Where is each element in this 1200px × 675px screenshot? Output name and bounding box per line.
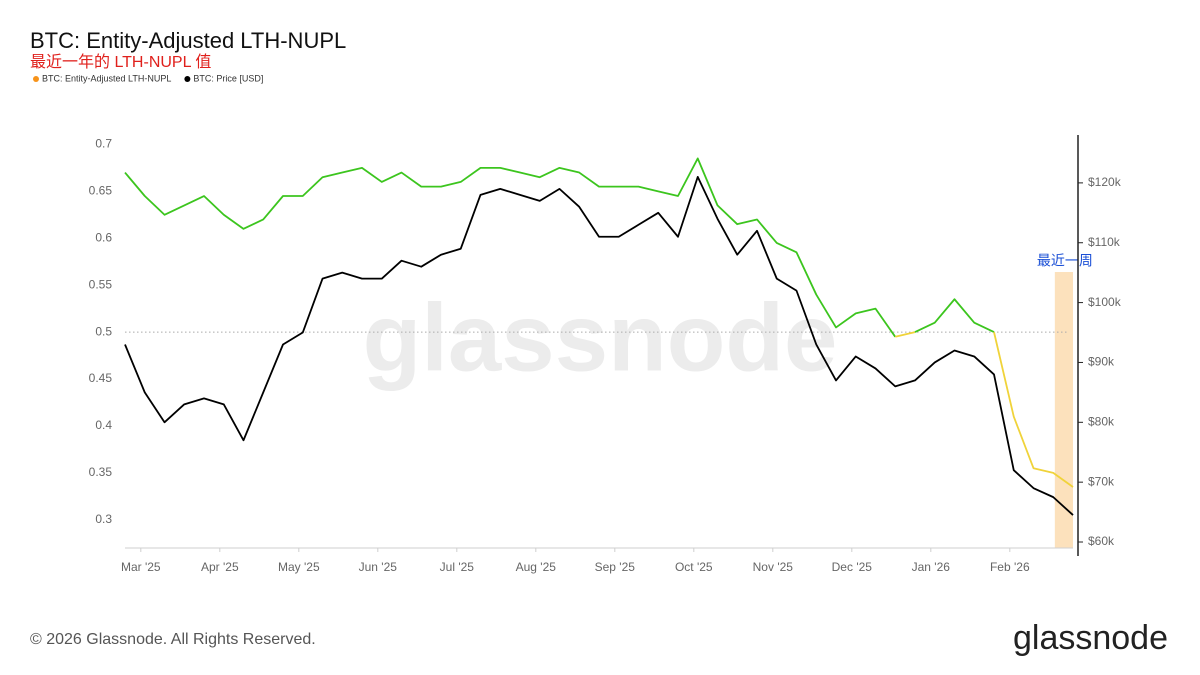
y-tick-label: 0.6 — [95, 230, 112, 244]
x-tick-label: Feb '26 — [990, 560, 1030, 574]
chart-title: BTC: Entity-Adjusted LTH-NUPL — [30, 28, 346, 53]
legend-label: BTC: Price [USD] — [193, 73, 263, 83]
y2-tick-label: $80k — [1088, 414, 1115, 428]
legend-label: BTC: Entity-Adjusted LTH-NUPL — [42, 73, 171, 83]
y-tick-label: 0.65 — [89, 183, 113, 197]
x-tick-label: Jan '26 — [912, 560, 951, 574]
x-tick-label: Oct '25 — [675, 560, 713, 574]
x-tick-label: Sep '25 — [595, 560, 636, 574]
x-tick-label: Aug '25 — [516, 560, 557, 574]
x-tick-label: Jul '25 — [440, 560, 475, 574]
y-tick-label: 0.7 — [95, 137, 112, 151]
nupl-line — [914, 298, 995, 333]
y2-tick-label: $100k — [1088, 295, 1122, 309]
y-tick-label: 0.35 — [89, 465, 113, 479]
y-tick-label: 0.4 — [95, 418, 112, 432]
logo: glassnode — [1013, 619, 1168, 657]
nupl-line — [895, 331, 916, 338]
x-tick-label: Apr '25 — [201, 560, 239, 574]
chart-subtitle: 最近一年的 LTH-NUPL 值 — [30, 53, 211, 71]
x-tick-label: Dec '25 — [832, 560, 873, 574]
x-tick-label: Nov '25 — [753, 560, 794, 574]
x-tick-label: Jun '25 — [359, 560, 398, 574]
y-tick-label: 0.3 — [95, 512, 112, 526]
nupl-line — [993, 331, 1074, 488]
y2-tick-label: $120k — [1088, 175, 1122, 189]
highlight-label: 最近一周 — [1037, 253, 1093, 269]
highlight-band — [1054, 272, 1073, 548]
nupl-line — [124, 157, 896, 338]
y-tick-label: 0.5 — [95, 324, 112, 338]
footer: © 2026 Glassnode. All Rights Reserved. — [30, 631, 316, 648]
price-line — [124, 175, 1074, 516]
legend-dot — [184, 76, 191, 82]
watermark: glassnode — [363, 284, 838, 391]
y2-tick-label: $60k — [1088, 534, 1115, 548]
x-tick-label: May '25 — [278, 560, 320, 574]
y2-tick-label: $110k — [1088, 235, 1121, 249]
y2-tick-label: $70k — [1088, 474, 1115, 488]
x-tick-label: Mar '25 — [121, 560, 161, 574]
y-tick-label: 0.45 — [89, 371, 113, 385]
y2-tick-label: $90k — [1088, 355, 1115, 369]
y-tick-label: 0.55 — [89, 277, 113, 291]
legend-dot — [33, 76, 39, 82]
